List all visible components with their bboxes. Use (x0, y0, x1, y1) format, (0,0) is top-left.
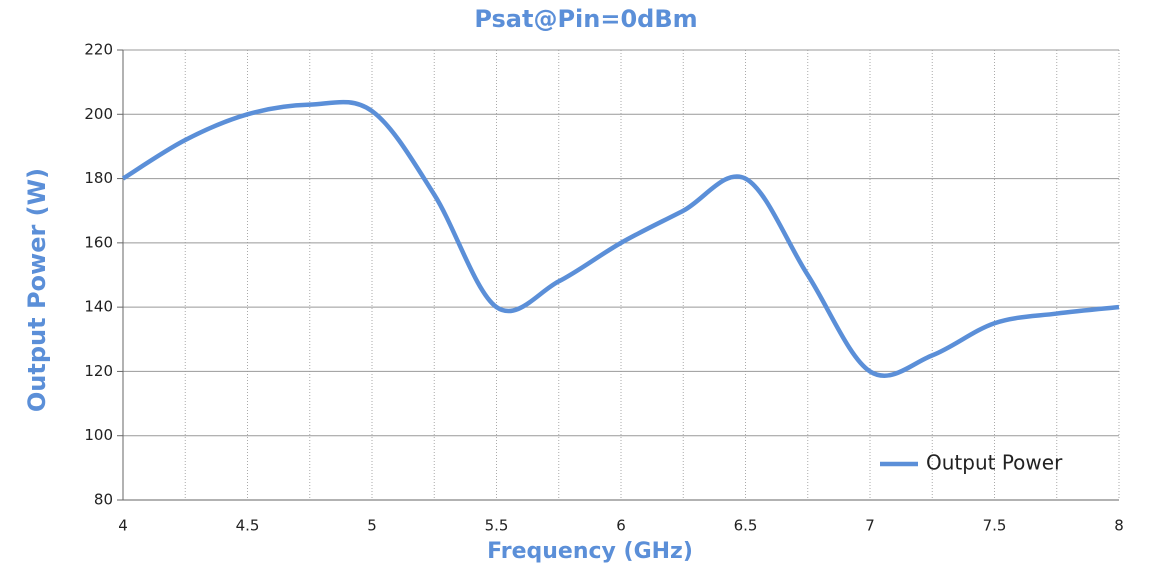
data-line (121, 99, 1120, 378)
x-tick-label: 5.5 (485, 517, 509, 535)
y-tick-label: 120 (84, 362, 113, 380)
y-tick-label: 80 (94, 491, 113, 509)
x-tick-label: 6.5 (734, 517, 758, 535)
x-axis-title: Frequency (GHz) (487, 539, 693, 564)
x-tick-label: 7 (865, 517, 875, 535)
y-tick-label: 220 (84, 41, 113, 59)
y-tick-label: 180 (84, 169, 113, 187)
x-tick-label: 4.5 (236, 517, 260, 535)
y-tick-label: 160 (84, 233, 113, 251)
x-tick-label: 8 (1114, 517, 1124, 535)
x-tick-label: 6 (616, 517, 626, 535)
y-tick-label: 140 (84, 298, 113, 316)
y-tick-label: 100 (84, 426, 113, 444)
y-axis-title: Output Power (W) (23, 168, 51, 412)
x-tick-label: 4 (118, 517, 128, 535)
x-tick-label: 7.5 (983, 517, 1007, 535)
chart-title: Psat@Pin=0dBm (474, 5, 697, 33)
y-tick-label: 200 (84, 105, 113, 123)
x-tick-label: 5 (367, 517, 377, 535)
legend-label: Output Power (926, 451, 1063, 475)
